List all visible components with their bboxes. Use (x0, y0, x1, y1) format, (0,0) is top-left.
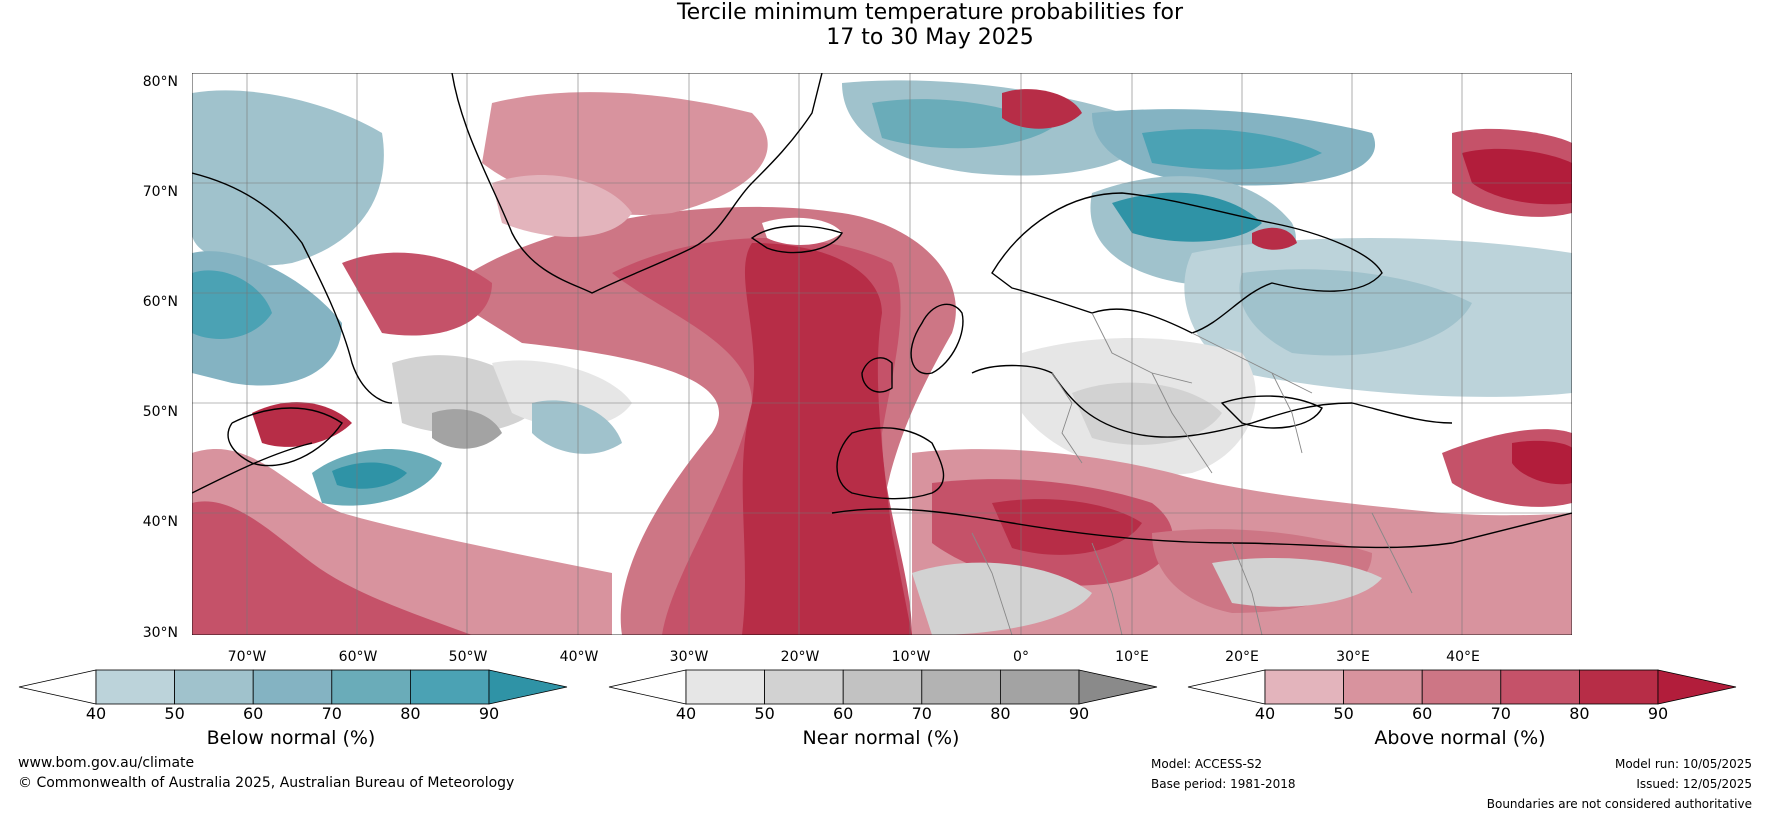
colorbar-tick-label: 50 (1333, 704, 1354, 723)
lat-label-30n: 30°N (142, 625, 178, 641)
lon-label-10w: 10°W (891, 649, 931, 665)
colorbar-tick-label: 80 (990, 704, 1011, 723)
colorbar-below-normal-svg (18, 669, 568, 705)
lon-label-30e: 30°E (1336, 649, 1370, 665)
colorbar-tick-label: 40 (85, 704, 107, 723)
lon-label-40w: 40°W (559, 649, 599, 665)
colorbar-below-normal (18, 669, 568, 709)
colorbar-tick-label: 40 (1254, 704, 1276, 723)
lon-label-60w: 60°W (338, 649, 378, 665)
lon-label-10e: 10°E (1115, 649, 1149, 665)
colorbar-tick-label: 60 (1412, 704, 1433, 723)
colorbar-tick-label: 50 (164, 704, 185, 723)
country-borders (971, 312, 1413, 635)
colorbar-above-normal-svg (1187, 669, 1737, 705)
colorbar-tick-label: 70 (1490, 704, 1511, 723)
lat-label-40n: 40°N (142, 514, 178, 530)
colorbar-label-near: Near normal (%) (802, 727, 960, 749)
colorbar-tick-label: 80 (400, 704, 421, 723)
colorbar-above-normal (1187, 669, 1737, 709)
footer-model-run: Model run: 10/05/2025 (1614, 757, 1752, 771)
lon-label-30w: 30°W (669, 649, 709, 665)
colorbar-tick-label: 60 (833, 704, 854, 723)
lat-label-70n: 70°N (142, 184, 178, 200)
lon-label-0: 0° (1013, 649, 1029, 665)
lat-label-60n: 60°N (142, 294, 178, 310)
colorbar-extend-low (608, 669, 687, 705)
colorbar-label-above: Above normal (%) (1374, 727, 1546, 749)
title-line-1: Tercile minimum temperature probabilitie… (676, 0, 1184, 25)
lon-label-70w: 70°W (227, 649, 267, 665)
colorbar-tick-label: 60 (243, 704, 264, 723)
colorbar-tick-label: 90 (1647, 704, 1669, 723)
colorbar-tick-label: 70 (911, 704, 932, 723)
footer-model: Model: ACCESS-S2 (1151, 757, 1263, 771)
colorbar-segment (252, 669, 333, 705)
colorbar-tick-label: 90 (1068, 704, 1090, 723)
colorbar-segment (764, 669, 844, 705)
colorbar-extend-high (1078, 669, 1158, 705)
colorbar-segment (842, 669, 923, 705)
colorbar-label-below: Below normal (%) (206, 727, 376, 749)
colorbar-segment (1343, 669, 1423, 705)
lon-label-50w: 50°W (448, 649, 488, 665)
colorbar-segment (1500, 669, 1580, 705)
footer-disclaimer: Boundaries are not considered authoritat… (1486, 797, 1752, 811)
colorbar-extend-low (18, 669, 97, 705)
map-title: Tercile minimum temperature probabilitie… (0, 0, 1770, 50)
colorbar-segment (1578, 669, 1659, 705)
colorbar-segment (331, 669, 411, 705)
lat-label-80n: 80°N (142, 74, 178, 90)
colorbar-segment (921, 669, 1001, 705)
title-line-2: 17 to 30 May 2025 (826, 25, 1034, 50)
coastlines (192, 73, 1572, 549)
probability-map (192, 73, 1572, 635)
lon-label-40e: 40°E (1446, 649, 1480, 665)
colorbar-segment (685, 669, 765, 705)
colorbar-near-normal-svg (608, 669, 1158, 705)
lon-label-20w: 20°W (780, 649, 820, 665)
map-gridlines (192, 73, 1572, 635)
colorbar-extend-low (1187, 669, 1266, 705)
colorbar-segment (1421, 669, 1502, 705)
colorbar-extend-high (1657, 669, 1737, 705)
colorbar-near-normal (608, 669, 1158, 709)
colorbar-segment (174, 669, 254, 705)
colorbar-segment (1264, 669, 1344, 705)
colorbar-segment (95, 669, 175, 705)
colorbar-tick-label: 40 (675, 704, 697, 723)
footer-website: www.bom.gov.au/climate (18, 755, 195, 771)
lat-label-50n: 50°N (142, 404, 178, 420)
colorbar-tick-label: 50 (754, 704, 775, 723)
map-canvas (192, 73, 1572, 635)
footer-base-period: Base period: 1981-2018 (1151, 777, 1296, 791)
colorbar-tick-label: 90 (478, 704, 500, 723)
footer-copyright: © Commonwealth of Australia 2025, Austra… (18, 775, 515, 791)
colorbar-tick-label: 70 (321, 704, 342, 723)
colorbar-segment (999, 669, 1080, 705)
colorbar-segment (409, 669, 490, 705)
lon-label-20e: 20°E (1225, 649, 1259, 665)
colorbar-tick-label: 80 (1569, 704, 1590, 723)
colorbar-extend-high (488, 669, 568, 705)
footer-issued: Issued: 12/05/2025 (1636, 777, 1752, 791)
